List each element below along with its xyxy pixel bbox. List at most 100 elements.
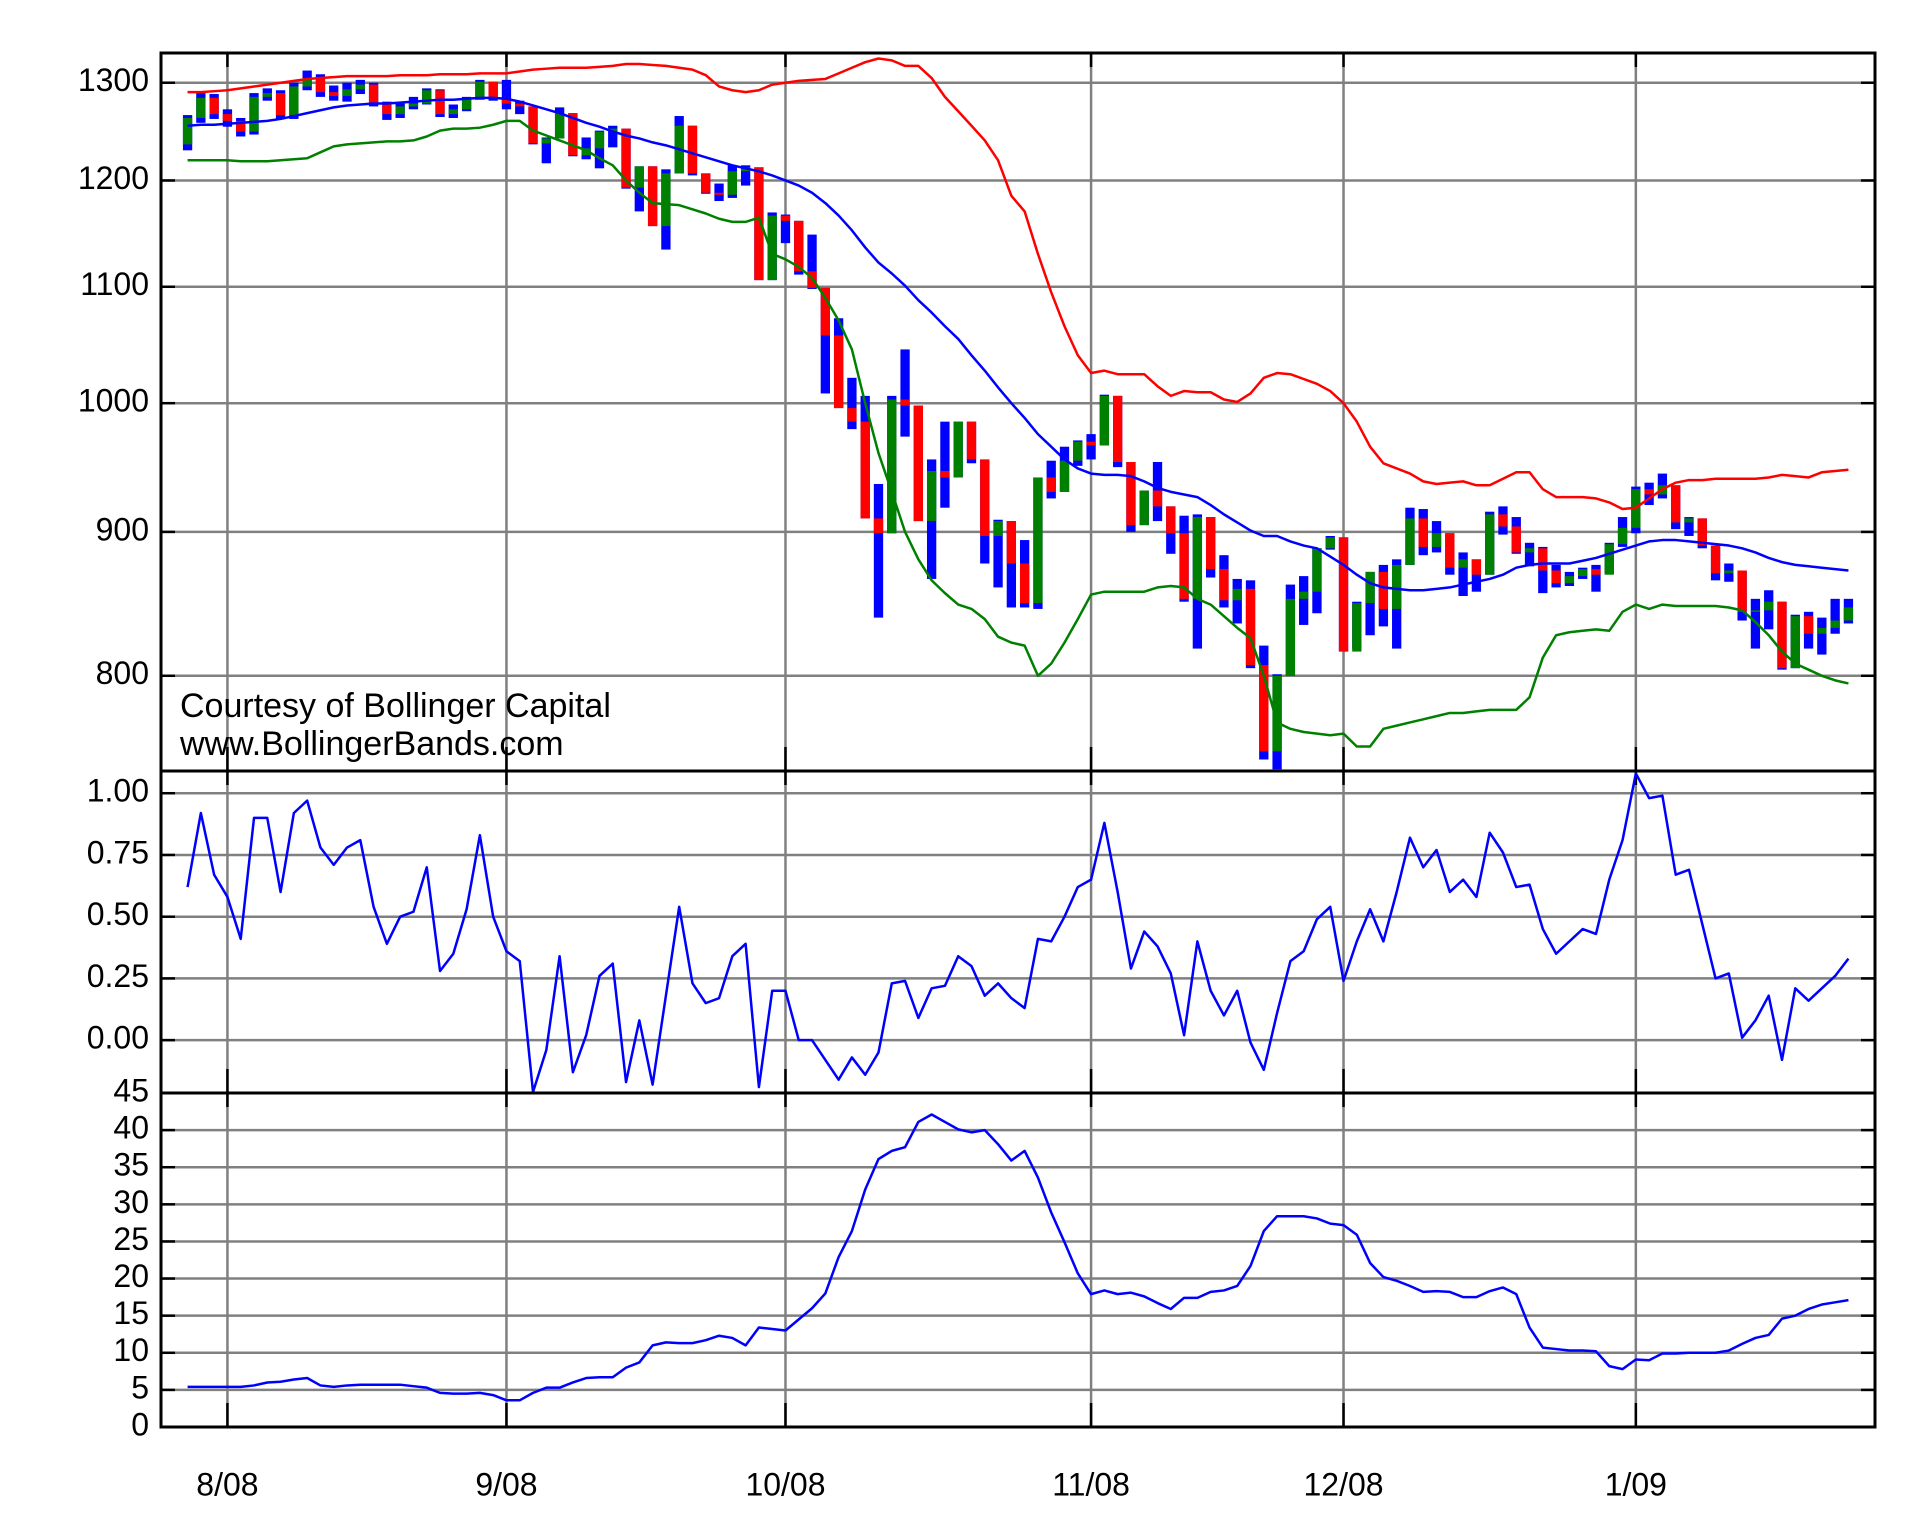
body-bar: [621, 128, 631, 188]
body-bar: [182, 117, 193, 145]
y-tick-label: 0: [131, 1406, 149, 1442]
body-bar: [209, 97, 219, 115]
body-bar: [1086, 441, 1096, 446]
series-line: [187, 57, 1849, 511]
body-bar: [594, 131, 605, 149]
body-bar: [980, 459, 990, 536]
panel-frame: [159, 1091, 1877, 1429]
x-tick-label: 11/08: [1052, 1466, 1130, 1502]
body-bar: [1006, 521, 1017, 564]
body-bar: [767, 215, 777, 281]
body-bar: [966, 421, 977, 460]
body-bar: [1471, 559, 1482, 575]
body-bar: [1365, 571, 1375, 604]
body-bar: [953, 421, 963, 478]
x-tick-label: 9/08: [475, 1466, 537, 1502]
body-bar: [926, 471, 937, 522]
body-bar: [329, 92, 339, 96]
range-bar: [1006, 521, 1017, 608]
body-bar: [422, 90, 432, 104]
body-bar: [568, 113, 578, 156]
y-tick-label: 45: [113, 1072, 149, 1108]
body-bar: [714, 192, 724, 195]
body-bar: [342, 89, 352, 96]
body-bar: [1059, 460, 1070, 492]
range-bar: [1471, 559, 1482, 592]
body-bar: [1352, 603, 1362, 652]
y-tick-label: 35: [113, 1147, 149, 1183]
body-bar: [1166, 506, 1176, 534]
range-bar: [1830, 598, 1840, 634]
body-bar: [1152, 490, 1163, 507]
series-line: [187, 1113, 1849, 1402]
body-bar: [887, 399, 897, 534]
y-tick-label: 10: [113, 1332, 149, 1368]
x-tick-label: 10/08: [745, 1466, 825, 1502]
body-bar: [1777, 601, 1787, 669]
range-bar: [807, 234, 817, 289]
body-bar: [1113, 395, 1123, 462]
body-bar: [1684, 518, 1694, 523]
body-bar: [1285, 598, 1296, 676]
body-bar: [236, 120, 246, 132]
x-tick-label: 8/08: [196, 1466, 258, 1502]
body-bar: [275, 93, 286, 116]
body-bar: [408, 103, 419, 107]
y-tick-label: 800: [96, 655, 149, 691]
body-bar: [355, 84, 365, 90]
range-bar: [1817, 617, 1827, 655]
body-bar: [993, 521, 1003, 536]
body-bar: [1578, 569, 1588, 577]
body-bar: [315, 78, 326, 93]
y-tick-label: 1000: [78, 383, 149, 419]
body-bar: [1790, 616, 1800, 669]
y-tick-label: 0.00: [87, 1020, 149, 1056]
body-bar: [1033, 477, 1043, 604]
body-bar: [448, 109, 458, 115]
y-tick-label: 5: [131, 1369, 149, 1405]
range-bar: [541, 137, 551, 164]
range-bar: [1365, 571, 1375, 636]
body-bar: [1232, 588, 1242, 601]
body-bar: [1644, 489, 1654, 495]
body-bar: [1724, 570, 1734, 574]
body-bar: [1299, 591, 1309, 599]
range-bar: [740, 165, 751, 186]
range-bar: [1684, 517, 1694, 536]
body-bar: [1179, 533, 1189, 599]
body-bar: [488, 81, 498, 99]
body-bar: [754, 167, 764, 281]
body-bar: [541, 138, 551, 144]
range-bar: [1232, 578, 1242, 624]
body-bar: [1245, 588, 1256, 666]
range-bar: [847, 377, 857, 430]
body-bar: [820, 287, 830, 336]
body-bar: [1830, 620, 1840, 628]
y-tick-label: 1100: [80, 266, 149, 302]
body-bar: [1338, 537, 1349, 652]
body-bar: [1378, 571, 1389, 609]
range-bar: [873, 483, 884, 618]
y-tick-label: 0.25: [87, 958, 149, 994]
y-tick-label: 900: [96, 511, 149, 547]
body-bar: [475, 81, 485, 100]
body-bar: [222, 114, 233, 121]
body-bar: [1418, 518, 1428, 547]
body-bar: [1405, 518, 1415, 565]
range-bar: [515, 100, 525, 115]
body-bar: [727, 171, 737, 195]
body-bar: [1737, 570, 1747, 612]
body-bar: [833, 335, 844, 409]
body-bar: [395, 106, 405, 115]
body-bar: [1312, 548, 1322, 592]
x-tick-label: 1/09: [1605, 1466, 1667, 1502]
annotation: www.BollingerBands.com: [179, 725, 564, 763]
y-tick-label: 1.00: [87, 773, 149, 809]
body-bar: [196, 97, 206, 118]
range-bar: [780, 214, 791, 244]
body-bar: [1485, 514, 1495, 575]
body-bar: [1431, 533, 1442, 547]
body-bar: [302, 78, 312, 87]
body-bar: [501, 98, 512, 104]
body-bar: [1099, 395, 1110, 446]
